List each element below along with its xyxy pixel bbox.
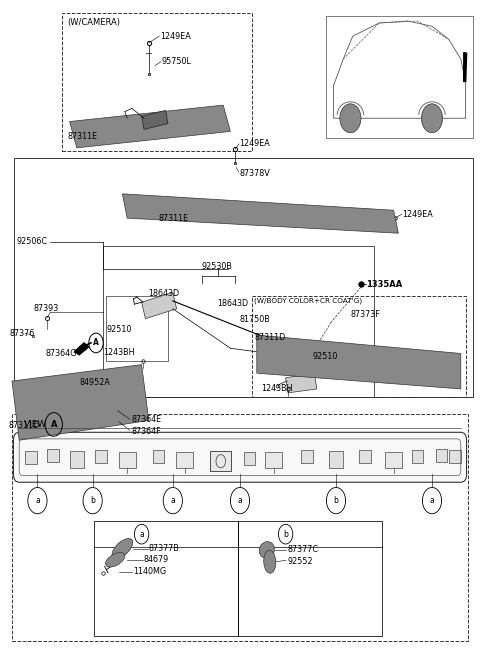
Polygon shape	[286, 373, 317, 393]
Text: b: b	[334, 496, 338, 505]
Text: 1249EA: 1249EA	[402, 210, 433, 219]
Bar	[449, 450, 461, 463]
Text: 1249EA: 1249EA	[240, 139, 270, 148]
Bar	[210, 451, 231, 471]
Text: 87311E: 87311E	[158, 214, 189, 223]
Bar	[12, 414, 468, 641]
Text: 87364F: 87364F	[132, 427, 162, 436]
Bar	[326, 16, 473, 138]
Polygon shape	[122, 194, 398, 233]
Text: 87311E: 87311E	[67, 132, 97, 141]
Polygon shape	[142, 292, 177, 319]
Bar	[70, 451, 84, 468]
Bar	[436, 449, 447, 462]
Ellipse shape	[106, 553, 125, 567]
Text: 1140MG: 1140MG	[133, 567, 167, 576]
Text: 1335AA: 1335AA	[366, 280, 403, 289]
Bar	[412, 450, 423, 463]
Text: 87373F: 87373F	[350, 309, 380, 319]
Text: 87311D: 87311D	[9, 421, 40, 430]
Text: 87364G: 87364G	[46, 349, 77, 358]
Polygon shape	[74, 343, 89, 355]
Text: 92506C: 92506C	[17, 237, 48, 246]
Text: 95750L: 95750L	[161, 57, 191, 66]
Polygon shape	[142, 110, 168, 129]
Text: 92510: 92510	[313, 351, 338, 361]
Bar	[25, 451, 37, 464]
Text: 87311D: 87311D	[254, 332, 286, 342]
Bar	[252, 296, 466, 397]
Text: a: a	[35, 496, 40, 505]
Text: 92530B: 92530B	[202, 262, 232, 271]
Text: 81750B: 81750B	[240, 315, 271, 324]
Text: a: a	[170, 496, 175, 505]
Polygon shape	[283, 345, 321, 369]
Text: 18643D: 18643D	[148, 288, 179, 298]
Text: 87376: 87376	[10, 328, 35, 338]
FancyBboxPatch shape	[13, 432, 467, 482]
Text: (W/BODY COLOR+CR COAT'G): (W/BODY COLOR+CR COAT'G)	[254, 298, 362, 304]
Text: 87377C: 87377C	[287, 545, 318, 555]
Text: VIEW: VIEW	[24, 420, 47, 429]
Text: 1243BH: 1243BH	[262, 384, 293, 394]
Ellipse shape	[259, 541, 275, 558]
Bar	[14, 158, 473, 397]
Text: b: b	[90, 496, 95, 505]
Text: A: A	[93, 338, 99, 348]
Bar	[119, 452, 136, 468]
Bar	[47, 449, 59, 462]
Bar	[176, 452, 193, 468]
Text: a: a	[430, 496, 434, 505]
Text: 84679: 84679	[144, 555, 169, 564]
Bar	[94, 521, 382, 636]
Text: 87377B: 87377B	[149, 544, 180, 553]
Bar	[62, 13, 252, 151]
Polygon shape	[257, 335, 461, 389]
Bar	[95, 450, 107, 463]
Text: a: a	[139, 530, 144, 539]
Bar	[301, 450, 313, 463]
Text: 92510: 92510	[107, 325, 132, 334]
Text: 1249EA: 1249EA	[160, 32, 191, 41]
Text: 87378V: 87378V	[240, 169, 270, 178]
Text: 87364E: 87364E	[132, 415, 162, 424]
Polygon shape	[12, 365, 149, 440]
Bar	[329, 451, 343, 468]
Polygon shape	[70, 105, 230, 148]
Ellipse shape	[264, 551, 276, 573]
Bar	[265, 452, 282, 468]
Text: 18643D: 18643D	[217, 299, 249, 308]
Bar	[385, 452, 402, 468]
Text: a: a	[238, 496, 242, 505]
Bar	[359, 450, 371, 463]
Bar	[153, 450, 164, 463]
Text: b: b	[283, 530, 288, 539]
Bar	[103, 246, 374, 397]
Circle shape	[421, 104, 443, 133]
Ellipse shape	[112, 539, 132, 558]
Text: A: A	[50, 420, 57, 429]
Text: 84952A: 84952A	[79, 378, 110, 387]
Text: (W/CAMERA): (W/CAMERA)	[67, 18, 120, 28]
Circle shape	[340, 104, 361, 133]
Text: 87393: 87393	[34, 304, 59, 313]
Text: 1243BH: 1243BH	[103, 348, 135, 357]
Text: 92552: 92552	[287, 557, 312, 566]
Bar	[106, 296, 168, 361]
Bar	[244, 452, 255, 465]
